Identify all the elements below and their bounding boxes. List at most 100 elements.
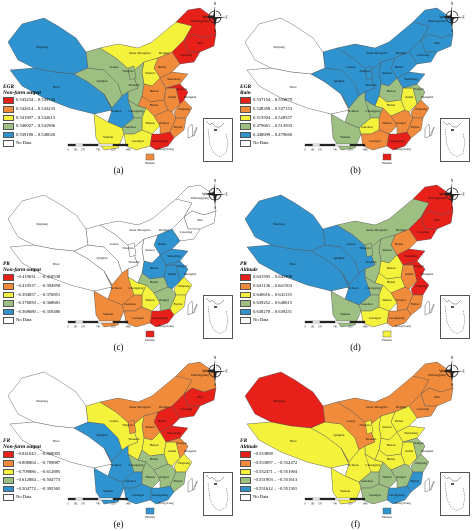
province-label-henan: Henan	[387, 266, 396, 270]
province-label-guangdong: Guangdong	[389, 316, 405, 320]
province-label-hubei: Hubei	[150, 280, 158, 284]
province-label-hongkong: Hong Kong	[158, 147, 174, 151]
legend-range-label: −0.551612 – −0.551301	[253, 485, 298, 491]
legend-swatch	[240, 274, 251, 281]
province-label-hongkong: Hong Kong	[158, 324, 174, 328]
province-label-henan: Henan	[150, 443, 159, 447]
province-label-jiangsu: Jiangsu	[414, 87, 424, 91]
region-fujian	[169, 294, 187, 316]
compass-e-label: E	[225, 16, 228, 20]
scale-tick-label: 1110	[348, 503, 354, 506]
scale-tick-label: 1480	[125, 326, 131, 329]
legend-item: −0.553898	[240, 450, 360, 459]
province-label-jilin: Jilin	[197, 218, 203, 222]
province-label-zhejiang: Zhejiang	[178, 107, 190, 111]
map-panel-d: Xinjiang Tibet Qinghai Gansu Inner Mongolia H…	[237, 177, 474, 354]
province-label-tibet: Tibet	[289, 85, 296, 89]
panel-label: (c)	[113, 342, 124, 352]
legend-swatch	[240, 131, 251, 139]
province-label-liaoning: Liaoning	[180, 230, 193, 234]
province-label-fujian: Fujian	[411, 302, 420, 306]
legend-range-label: −0.841043 – −0.808005	[16, 451, 61, 457]
compass-n-label: N	[451, 179, 454, 183]
province-label-ningxia: Ningxia	[123, 423, 134, 427]
compass-s-label: S	[214, 29, 216, 32]
legend-swatch	[3, 291, 14, 299]
province-label-taiwan: Taiwan	[428, 126, 435, 137]
compass-s-label: S	[214, 383, 216, 386]
legend-item: 0.641505 – 0.641908	[240, 273, 360, 282]
scale-tick-label: 740	[333, 503, 338, 506]
province-label-inner-mongolia: Inner Mongolia	[129, 51, 151, 55]
legend: EGR Non-farm output 0.543234 – 0.543744 0.5…	[3, 84, 123, 148]
legend-item: −0.394857 – −0.376851	[3, 291, 123, 300]
province-label-hebei: Hebei	[158, 419, 166, 423]
compass-e-label: E	[225, 370, 228, 374]
province-label-xinjiang: Xinjiang	[36, 399, 48, 403]
province-label-hubei: Hubei	[150, 103, 158, 107]
province-label-heilongjiang: Heilongjiang	[428, 373, 446, 377]
province-label-hainan: Hainan	[145, 515, 155, 519]
legend-range-label: 0.513504 – 0.528357	[253, 114, 293, 120]
province-label-jilin: Jilin	[434, 218, 440, 222]
province-label-zhejiang: Zhejiang	[415, 284, 427, 288]
compass-e-label: E	[462, 370, 465, 374]
map-panel-c: Xinjiang Tibet Qinghai Gansu Inner Mongolia H…	[0, 177, 237, 354]
legend-swatch	[3, 485, 14, 493]
province-label-qinghai: Qinghai	[334, 256, 345, 260]
province-label-shanghai: Shanghai	[421, 272, 434, 276]
legend-swatch	[3, 477, 14, 484]
province-label-beijing: Beijing	[396, 228, 406, 232]
province-label-guizhou: Guizhou	[361, 479, 373, 483]
province-label-tibet: Tibet	[52, 262, 59, 266]
legend-item: −0.419031 – −0.410538	[3, 273, 123, 282]
province-label-yunnan: Yunnan	[103, 135, 114, 139]
province-label-shandong: Shandong	[167, 254, 181, 258]
china-map: Xinjiang Tibet Qinghai Gansu Inner Mongolia H…	[7, 361, 217, 519]
region-guangdong	[149, 131, 175, 151]
legend-range-label: −0.419031 – −0.410538	[16, 274, 61, 280]
province-label-henan: Henan	[150, 89, 159, 93]
legend-swatch	[240, 97, 251, 104]
province-label-taiwan: Taiwan	[191, 126, 198, 137]
province-label-qinghai: Qinghai	[97, 433, 108, 437]
compass-w-label: W	[439, 16, 443, 20]
legend-swatch	[240, 477, 251, 484]
scale-tick-label: 0	[304, 326, 306, 329]
legend-item: 0.539180 – 0.540026	[3, 131, 123, 140]
province-label-hongkong: Hong Kong	[395, 324, 411, 328]
legend-range-label: −0.504772 – −0.395565	[16, 485, 61, 491]
region-hainan	[145, 507, 155, 515]
province-label-sichuan: Sichuan	[111, 286, 122, 290]
legend-item: 0.541907 – 0.542613	[3, 114, 123, 123]
province-label-xinjiang: Xinjiang	[273, 399, 285, 403]
compass-s-label: S	[451, 29, 453, 32]
province-label-henan: Henan	[387, 443, 396, 447]
province-label-hubei: Hubei	[387, 103, 395, 107]
china-map: Xinjiang Tibet Qinghai Gansu Inner Mongolia H…	[244, 184, 454, 342]
legend-item: No Data	[3, 139, 123, 148]
region-hainan	[382, 153, 392, 161]
province-label-liaoning: Liaoning	[180, 53, 193, 57]
legend: FR Altitude −0.553898 −0.553897 – −0.552472…	[240, 438, 360, 502]
province-label-fujian: Fujian	[174, 302, 183, 306]
scale-bar: 0 185 370 740 1110 1480	[67, 320, 131, 329]
legend-item: 0.448699 – 0.479660	[240, 131, 360, 140]
province-label-shanghai: Shanghai	[421, 95, 434, 99]
region-yunnan	[330, 113, 362, 151]
province-label-tibet: Tibet	[52, 85, 59, 89]
province-label-shanghai: Shanghai	[184, 95, 197, 99]
province-label-xinjiang: Xinjiang	[36, 222, 48, 226]
province-label-hunan: Hunan	[145, 475, 154, 479]
scale-tick-label: 1110	[348, 326, 354, 329]
province-label-hubei: Hubei	[387, 457, 395, 461]
province-label-shandong: Shandong	[404, 77, 418, 81]
scale-tick-label: 740	[333, 326, 338, 329]
province-label-hubei: Hubei	[150, 457, 158, 461]
scale-tick-label: 740	[96, 503, 101, 506]
legend-range-label: 0.641136 – 0.641504	[253, 283, 292, 288]
legend-item: 0.513504 – 0.528357	[240, 114, 360, 123]
legend-range-label: −0.552471 – −0.551904	[253, 468, 298, 474]
province-label-chongqing: Chongqing	[128, 463, 143, 467]
province-label-yunnan: Yunnan	[103, 489, 114, 493]
